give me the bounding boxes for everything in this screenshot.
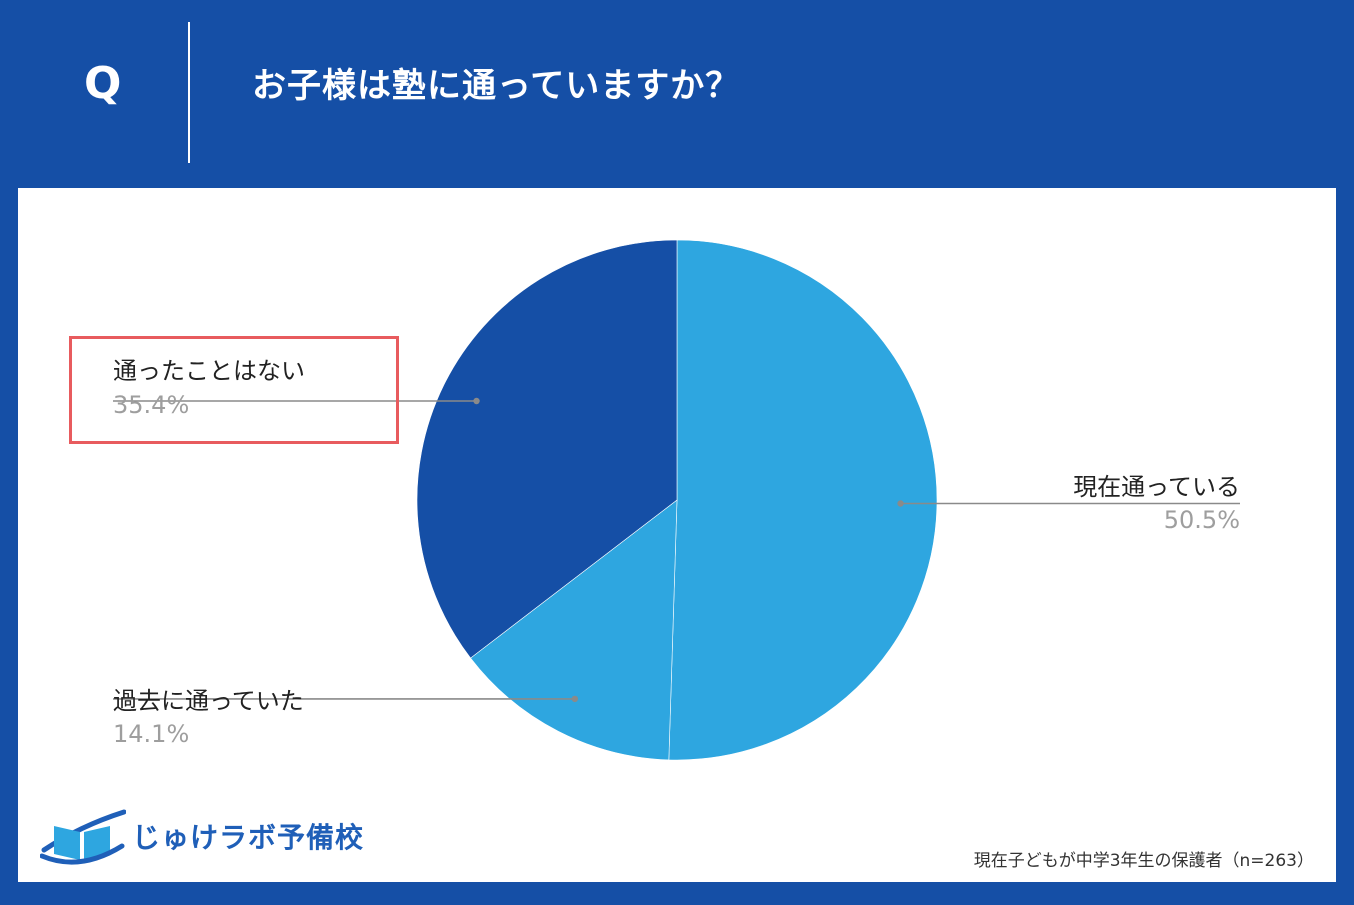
highlight-box [69, 336, 399, 444]
slice-never [416, 239, 678, 659]
question-marker: Q [84, 58, 122, 109]
brand-logo: じゅけラボ予備校 [40, 806, 364, 866]
slice-currently [668, 239, 938, 761]
leader-never-dot [473, 397, 480, 405]
leader-currently-dot [897, 500, 904, 507]
slice-past [470, 499, 678, 761]
slice-label-currently: 現在通っている [1073, 473, 1240, 501]
sample-footnote: 現在子どもが中学3年生の保護者（n=263） [973, 851, 1314, 871]
header-divider [188, 22, 190, 163]
slice-label-past: 過去に通っていた [113, 687, 304, 715]
slice-label-never: 通ったことはない [113, 357, 305, 385]
book-logo-icon [40, 809, 126, 865]
chart-panel: 現在通っている 50.5% 過去に通っていた 14.1% 通ったことはない 35… [18, 188, 1336, 882]
slice-value-never: 35.4% [113, 391, 190, 419]
pie-chart [113, 239, 1240, 761]
slice-value-past: 14.1% [113, 720, 190, 748]
question-title: お子様は塾に通っていますか？ [252, 66, 741, 106]
logo-text: じゅけラボ予備校 [132, 821, 365, 854]
slice-value-currently: 50.5% [1163, 506, 1240, 534]
leader-past-dot [571, 695, 579, 703]
